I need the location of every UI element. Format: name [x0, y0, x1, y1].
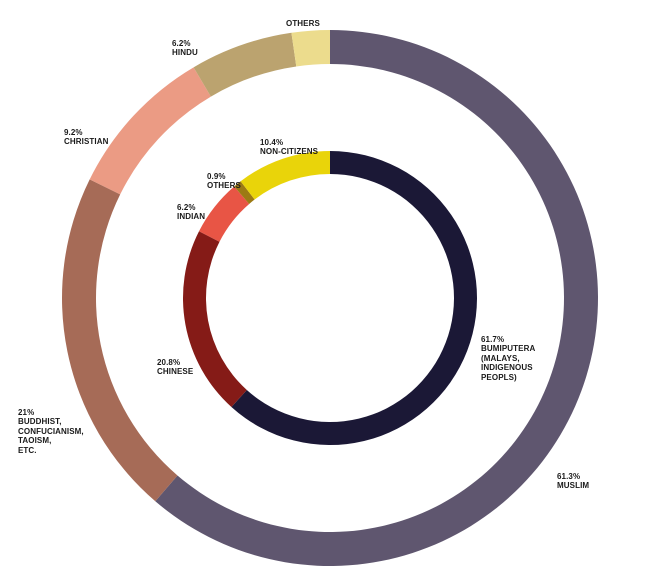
label-chinese: 20.8% CHINESE	[157, 357, 194, 377]
label-non-citizens: 10.4% NON-CITIZENS	[260, 137, 319, 157]
label-hindu: 6.2% HINDU	[172, 38, 198, 58]
inner-slice-1	[182, 231, 247, 408]
outer-ring-religion	[62, 30, 598, 566]
inner-slice-3	[234, 181, 255, 204]
label-outer-others: OTHERS	[286, 18, 320, 28]
outer-slice-2	[89, 67, 211, 195]
inner-slice-0	[231, 151, 477, 445]
label-inner-others: 0.9% OTHERS	[207, 171, 241, 191]
inner-slice-2	[199, 186, 250, 242]
label-bumiputera: 61.7% BUMIPUTERA (MALAYS, INDIGENOUS PEOP…	[481, 334, 536, 382]
label-christian: 9.2% CHRISTIAN	[64, 127, 109, 147]
inner-ring-ethnicity	[182, 151, 477, 445]
outer-slice-0	[155, 30, 598, 566]
outer-slice-3	[193, 32, 297, 97]
label-indian: 6.2% INDIAN	[177, 202, 206, 222]
outer-slice-1	[62, 179, 178, 502]
inner-slice-4	[240, 151, 330, 200]
label-muslim: 61.3% MUSLIM	[557, 471, 590, 491]
outer-slice-4	[291, 30, 330, 67]
label-buddhist: 21% BUDDHIST, CONFUCIANISM, TAOISM, ETC.	[18, 407, 84, 455]
